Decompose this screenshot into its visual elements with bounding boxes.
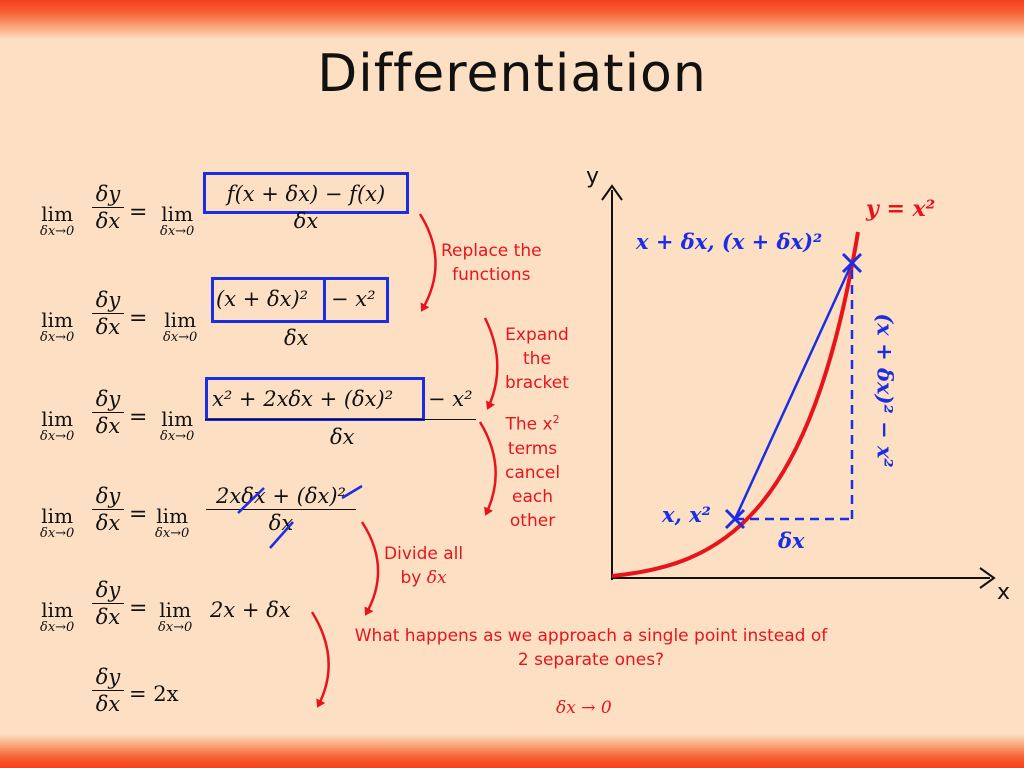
page-title: Differentiation bbox=[317, 44, 707, 104]
rhs-limit: lim δx→0 bbox=[160, 407, 195, 444]
lhs-fraction: δy δx bbox=[92, 577, 124, 630]
equals-sign: = bbox=[129, 405, 148, 430]
lower-point-marker bbox=[724, 508, 746, 530]
step2-numerator-boxed: (x + δx)² bbox=[216, 287, 309, 311]
limit-note: δx → 0 bbox=[556, 698, 612, 718]
note-expand-bracket: Expand the bracket bbox=[505, 325, 569, 393]
equals-sign: = bbox=[129, 200, 148, 225]
result-expression: = 2x bbox=[129, 682, 179, 706]
lhs-limit: lim δx→0 bbox=[40, 598, 75, 635]
equals-sign: = bbox=[129, 596, 148, 621]
note-divide-all: Divide all by δx bbox=[384, 544, 464, 588]
note-terms-cancel: The x2 terms cancel each other bbox=[505, 413, 561, 531]
step2-denominator: δx bbox=[284, 326, 309, 350]
rhs-limit: lim δx→0 bbox=[163, 308, 198, 345]
arrow-divide bbox=[360, 521, 380, 616]
result-fraction: δy δx bbox=[92, 664, 124, 717]
lhs-limit: lim δx→0 bbox=[40, 308, 75, 345]
lhs-fraction: δy δx bbox=[92, 287, 124, 340]
upper-point-label: x + δx, (x + δx)² bbox=[636, 229, 823, 254]
step4-fraction: 2xδx + (δx)² δx bbox=[206, 483, 356, 536]
x-axis-label: x bbox=[997, 580, 1011, 605]
top-band bbox=[0, 0, 1024, 40]
lhs-fraction: δy δx bbox=[92, 483, 124, 536]
y-axis-arrowhead bbox=[601, 184, 623, 201]
lower-point-label: x, x² bbox=[662, 502, 711, 527]
arrow-cancel bbox=[478, 421, 497, 516]
lhs-limit: lim δx→0 bbox=[40, 407, 75, 444]
step3-numerator-rest: − x² bbox=[428, 387, 473, 411]
cancel-stroke bbox=[269, 521, 294, 549]
rhs-limit: lim δx→0 bbox=[158, 598, 193, 635]
bottom-band bbox=[0, 734, 1024, 768]
equals-sign: = bbox=[129, 502, 148, 527]
y-axis-label: y bbox=[586, 164, 600, 189]
step3-numerator-boxed: x² + 2xδx + (δx)² bbox=[212, 387, 394, 411]
parabola-curve bbox=[611, 231, 860, 578]
step3-fraction-bar bbox=[205, 419, 476, 421]
arrow-expand bbox=[483, 317, 499, 410]
curve-label: y = x² bbox=[866, 196, 936, 222]
arrow-replace bbox=[418, 213, 437, 312]
arrow-approach bbox=[310, 611, 330, 708]
step5-expression: 2x + δx bbox=[210, 598, 291, 622]
x-axis-arrowhead bbox=[979, 567, 996, 589]
function-box bbox=[203, 172, 409, 214]
equals-sign: = bbox=[129, 306, 148, 331]
dx-label: δx bbox=[778, 528, 805, 553]
bracket-box bbox=[211, 277, 326, 323]
lhs-fraction: δy δx bbox=[92, 386, 124, 439]
lhs-limit: lim δx→0 bbox=[40, 504, 75, 541]
upper-point-marker bbox=[841, 252, 863, 274]
cancel-stroke bbox=[341, 484, 363, 500]
note-replace-functions: Replace the functions bbox=[441, 241, 542, 285]
cancel-stroke bbox=[237, 487, 265, 514]
step1-fraction: f(x + δx) − f(x) δx bbox=[226, 182, 386, 234]
lhs-fraction: δy δx bbox=[92, 181, 124, 234]
rhs-limit: lim δx→0 bbox=[160, 202, 195, 239]
lhs-limit: lim δx→0 bbox=[40, 202, 75, 239]
secant-line bbox=[733, 262, 854, 520]
step2-numerator-rest: − x² bbox=[331, 287, 376, 311]
step3-denominator: δx bbox=[330, 425, 355, 449]
note-approach: What happens as we approach a single poi… bbox=[354, 626, 828, 670]
rhs-limit: lim δx→0 bbox=[155, 504, 190, 541]
